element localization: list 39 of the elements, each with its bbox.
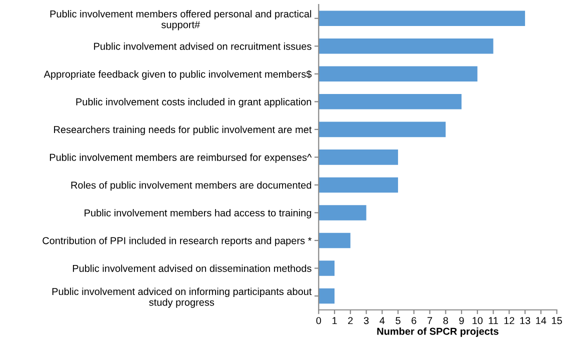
bar [318, 94, 462, 110]
x-tick-label: 6 [412, 317, 416, 324]
x-tick-label: 1 [332, 317, 337, 324]
y-tick-label: Roles of public involvement members are documented [71, 181, 312, 191]
bar [318, 205, 366, 220]
x-tick-label: 10 [472, 317, 483, 324]
x-tick-label: 4 [380, 317, 385, 324]
y-tick-label: Public involvement advised on recruitment issues [94, 42, 312, 50]
bar [318, 177, 398, 193]
y-tick-label: Public involvement costs included in grant application [76, 98, 312, 108]
bar [318, 232, 350, 248]
bar [318, 10, 526, 26]
x-axis-title: Number of SPCR projects [377, 328, 498, 337]
bar [318, 150, 398, 165]
y-tick-label: Appropriate feedback given to public involvement members$ [44, 70, 312, 80]
y-tick-label: Contribution of PPI included in research reports and papers * [42, 236, 312, 246]
x-tick-label: 11 [488, 317, 498, 324]
y-tick-label: Public involvement advised on dissemination methods [72, 264, 312, 272]
x-tick-label: 14 [536, 317, 546, 324]
y-tick-label: Public involvement members offered personal and practical support# [50, 10, 312, 30]
bar [318, 122, 446, 138]
x-tick-label: 12 [504, 317, 514, 324]
x-tick-label: 15 [552, 317, 562, 324]
y-tick-label: Public involvement adviced on informing participants about study progress [52, 288, 312, 308]
x-tick-label: 13 [520, 317, 530, 324]
x-tick-label: 5 [396, 317, 400, 324]
bar [318, 260, 335, 276]
bar [318, 288, 335, 304]
y-tick-label: Researchers training needs for public involvement are met [54, 126, 312, 136]
y-tick-label: Public involvement members had access to training [84, 209, 312, 218]
x-tick-label: 9 [459, 317, 464, 324]
x-tick-label: 7 [428, 317, 432, 324]
bar [318, 66, 478, 82]
x-tick-label: 0 [316, 317, 322, 324]
bar [318, 38, 494, 54]
x-tick-label: 2 [348, 317, 353, 324]
x-tick-label: 8 [443, 317, 448, 324]
x-tick-label: 3 [364, 317, 369, 324]
y-tick-label: Public involvement members are reimbursed for expenses^ [50, 154, 312, 163]
